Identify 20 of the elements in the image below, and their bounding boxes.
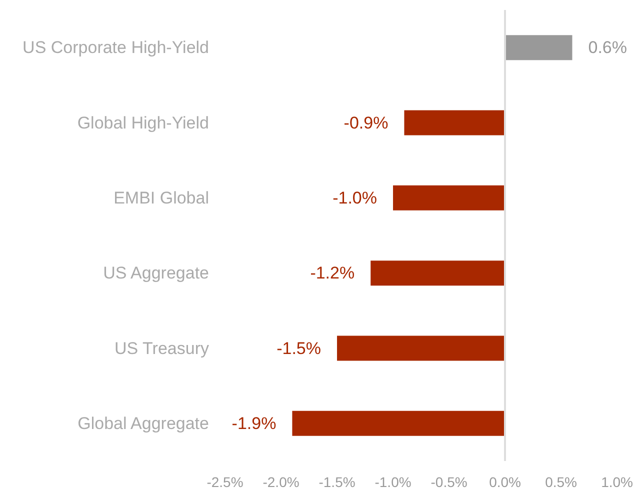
data-label: -0.9%: [344, 113, 388, 132]
x-tick-label: -2.5%: [206, 474, 244, 490]
y-tick-label: EMBI Global: [114, 188, 209, 208]
x-tick-label: 0.5%: [545, 474, 577, 490]
y-tick-label: US Corporate High-Yield: [22, 38, 209, 58]
data-label: -1.5%: [276, 338, 322, 358]
y-tick-label: US Aggregate: [103, 264, 209, 283]
y-tick-label: Global High-Yield: [77, 113, 209, 132]
x-tick-label: 0.0%: [489, 474, 521, 490]
y-tick-label: US Treasury: [114, 338, 210, 358]
data-label: 0.6%: [588, 38, 627, 58]
x-tick-label: -1.5%: [318, 474, 356, 490]
data-label: -1.2%: [310, 264, 355, 283]
x-tick-label: -2.0%: [262, 474, 300, 490]
x-tick-label: 1.0%: [601, 474, 634, 490]
x-tick-label: -0.5%: [430, 474, 468, 490]
y-tick-label: Global Aggregate: [78, 414, 209, 433]
data-label: -1.0%: [332, 188, 378, 208]
data-label: -1.9%: [232, 414, 276, 433]
x-tick-label: -1.0%: [374, 474, 412, 490]
